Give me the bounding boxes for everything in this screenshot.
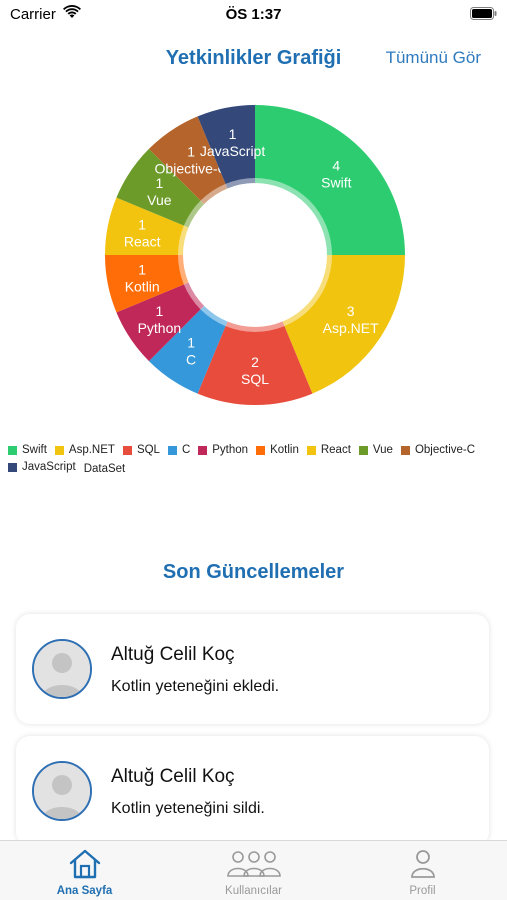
- legend-item: Objective-C: [400, 443, 476, 458]
- pie-slice-kotlin[interactable]: [105, 255, 189, 313]
- legend-item: Swift: [8, 443, 47, 458]
- slice-category-label: Kotlin: [125, 278, 160, 294]
- legend-item: Asp.NET: [54, 443, 115, 458]
- home-icon: [68, 848, 102, 885]
- legend-swatch: [8, 446, 17, 455]
- avatar: [32, 761, 92, 821]
- battery-icon: [470, 7, 497, 20]
- slice-value-label: 1: [229, 126, 237, 142]
- avatar: [32, 639, 92, 699]
- skills-donut-chart[interactable]: 4 Swift 3 Asp.NET 2 SQL 1 C 1 Python 1 Kotlin 1 React…: [90, 90, 420, 420]
- legend-label: Vue: [372, 444, 393, 456]
- legend-label: C: [181, 444, 191, 456]
- legend-swatch: [306, 446, 316, 455]
- tab-profile-label: Profil: [409, 885, 436, 897]
- legend-swatch: [54, 446, 64, 455]
- slice-value-label: 1: [138, 261, 146, 277]
- wifi-icon: [63, 5, 81, 19]
- person-placeholder-icon: [34, 641, 90, 697]
- users-icon: [226, 848, 282, 885]
- pie-slice-javascript[interactable]: [197, 105, 255, 189]
- donut-hole: [185, 185, 325, 325]
- slice-value-label: 1: [187, 335, 195, 351]
- update-card[interactable]: Altuğ Celil Koç Kotlin yeteneğini sildi.: [16, 736, 489, 846]
- legend-label: Objective-C: [414, 444, 476, 456]
- slice-category-label: SQL: [241, 371, 269, 387]
- update-card[interactable]: Altuğ Celil Koç Kotlin yeteneğini ekledi…: [16, 614, 489, 724]
- slice-value-label: 4: [332, 158, 340, 174]
- pie-slice-vue[interactable]: [116, 148, 205, 228]
- chart-legend: Swift Asp.NET SQL C Python Kotlin React Vue Obje…: [8, 443, 498, 477]
- pie-slice-swift[interactable]: [255, 105, 405, 255]
- tab-profile[interactable]: Profil: [338, 841, 507, 900]
- legend-item: React: [306, 443, 351, 458]
- pie-slice-react[interactable]: [105, 197, 189, 255]
- slice-value-label: 1: [138, 217, 146, 233]
- slice-category-label: Swift: [321, 175, 351, 191]
- slice-category-label: JavaScript: [200, 143, 265, 159]
- status-bar: Carrier ÖS 1:37: [0, 0, 507, 30]
- pie-slice-objective-c[interactable]: [148, 116, 228, 205]
- slice-category-label: Objective-C: [155, 160, 228, 176]
- legend-swatch: [256, 446, 266, 455]
- slice-value-label: 2: [251, 354, 259, 370]
- carrier-label: Carrier: [10, 6, 56, 23]
- update-user-name: Altuğ Celil Koç: [111, 766, 235, 787]
- clock: ÖS 1:37: [225, 6, 282, 23]
- legend-label: Kotlin: [270, 444, 299, 456]
- update-action-text: Kotlin yeteneğini ekledi.: [111, 678, 280, 695]
- tab-home-label: Ana Sayfa: [56, 885, 113, 897]
- slice-value-label: 1: [155, 303, 163, 319]
- updates-section-title: Son Güncellemeler: [162, 561, 345, 583]
- pie-slice-python[interactable]: [116, 282, 205, 362]
- see-all-button[interactable]: Tümünü Gör: [385, 48, 481, 67]
- legend-swatch: [198, 446, 208, 455]
- legend-item: Python: [198, 443, 248, 458]
- slice-value-label: 1: [155, 175, 163, 191]
- profile-icon: [409, 848, 437, 885]
- slice-value-label: 1: [187, 143, 195, 159]
- slice-value-label: 3: [347, 303, 355, 319]
- legend-label: Asp.NET: [68, 444, 115, 456]
- legend-dataset-label: DataSet: [83, 463, 126, 475]
- update-user-name: Altuğ Celil Koç: [111, 644, 235, 665]
- donut-chart-svg: 4Swift3Asp.NET2SQL1C1Python1Kotlin1React…: [105, 105, 405, 405]
- legend-label: React: [320, 444, 351, 456]
- slice-category-label: Python: [138, 320, 182, 336]
- pie-slice-asp-net[interactable]: [282, 255, 405, 394]
- legend-item: Kotlin: [256, 443, 299, 458]
- slice-category-label: Asp.NET: [323, 320, 379, 336]
- update-action-text: Kotlin yeteneğini sildi.: [111, 800, 265, 817]
- legend-label: SQL: [136, 444, 160, 456]
- legend-swatch: [8, 463, 17, 472]
- slice-category-label: React: [124, 234, 161, 250]
- legend-item: JavaScript: [8, 460, 76, 475]
- slice-category-label: C: [186, 352, 196, 368]
- chart-title: Yetkinlikler Grafiği: [165, 47, 342, 69]
- legend-label: Python: [212, 444, 249, 456]
- legend-swatch: [358, 446, 368, 455]
- pie-slice-sql[interactable]: [197, 321, 313, 405]
- legend-swatch: [400, 446, 410, 455]
- person-placeholder-icon: [34, 763, 90, 819]
- tab-bar: Ana Sayfa Kullanıcılar Profil: [0, 840, 507, 900]
- legend-label: Swift: [22, 444, 47, 456]
- chart-header: Yetkinlikler Grafiği Tümünü Gör: [0, 44, 507, 74]
- tab-users[interactable]: Kullanıcılar: [169, 841, 338, 900]
- tab-users-label: Kullanıcılar: [225, 885, 282, 897]
- legend-swatch: [122, 446, 132, 455]
- legend-swatch: [167, 446, 177, 455]
- tab-home[interactable]: Ana Sayfa: [0, 841, 169, 900]
- legend-item: Vue: [358, 443, 393, 458]
- legend-item: C: [167, 443, 191, 458]
- slice-category-label: Vue: [147, 192, 172, 208]
- legend-label: JavaScript: [22, 461, 76, 473]
- legend-item: SQL: [122, 443, 160, 458]
- pie-slice-c[interactable]: [148, 305, 228, 394]
